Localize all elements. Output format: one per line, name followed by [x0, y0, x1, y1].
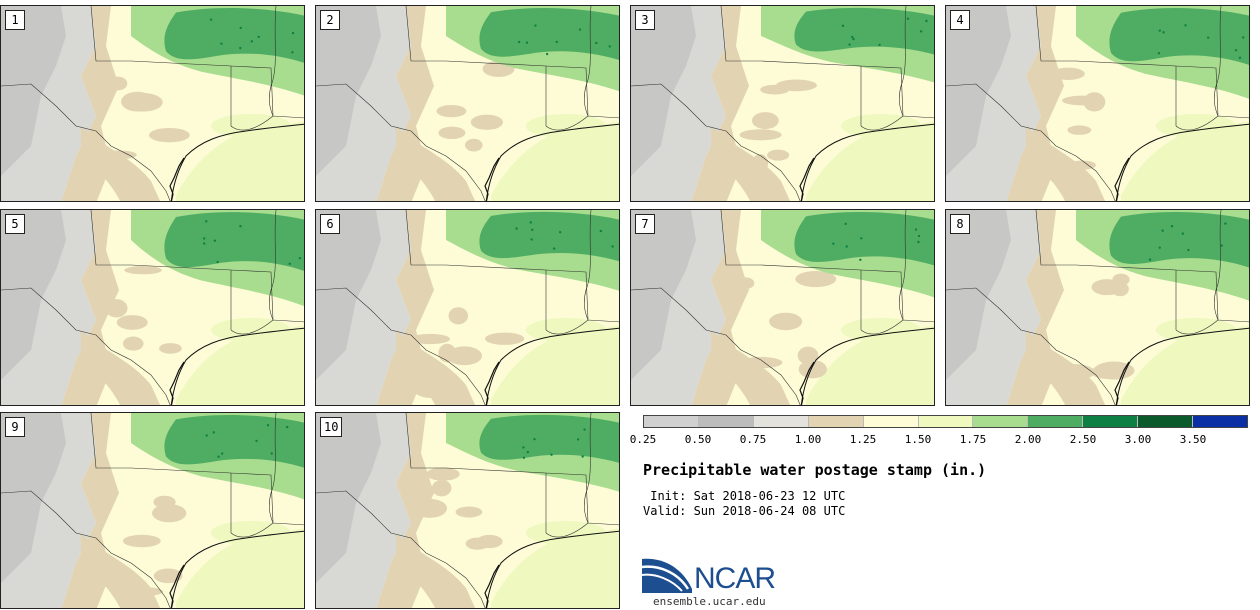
valid-time: Valid: Sun 2018-06-24 08 UTC: [643, 504, 846, 518]
init-time: Init: Sat 2018-06-23 12 UTC: [643, 489, 846, 503]
colorbar-tick-label: 0.50: [684, 433, 712, 446]
member-label: 10: [320, 417, 343, 437]
map-canvas: [946, 6, 1249, 201]
colorbar-swatch: [972, 416, 1028, 427]
map-canvas: [316, 6, 619, 201]
member-label: 6: [320, 214, 340, 234]
colorbar-swatch: [752, 416, 808, 427]
stamp-panel-7: 7: [630, 209, 935, 406]
colorbar-swatch: [697, 416, 753, 427]
member-label: 5: [5, 214, 25, 234]
stamp-panel-1: 1: [0, 5, 305, 202]
colorbar-swatch: [644, 416, 698, 427]
colorbar-swatch: [1192, 416, 1247, 427]
member-label: 9: [5, 417, 25, 437]
stamp-panel-9: 9: [0, 412, 305, 609]
colorbar-tick-label: 3.00: [1124, 433, 1152, 446]
colorbar-tick-label: 3.50: [1179, 433, 1207, 446]
site-url: ensemble.ucar.edu: [653, 595, 766, 608]
colorbar-swatch: [862, 416, 918, 427]
ncar-logo-icon: [642, 558, 692, 593]
logo-text: NCAR: [694, 562, 776, 595]
stamp-panel-4: 4: [945, 5, 1250, 202]
stamp-panel-8: 8: [945, 209, 1250, 406]
colorbar-tick-label: 2.00: [1014, 433, 1042, 446]
colorbar: [643, 415, 1248, 428]
colorbar-tick-label: 0.25: [629, 433, 657, 446]
map-canvas: [316, 413, 619, 608]
member-label: 2: [320, 10, 340, 30]
chart-title: Precipitable water postage stamp (in.): [643, 461, 987, 479]
map-canvas: [1, 413, 304, 608]
map-canvas: [1, 6, 304, 201]
member-label: 1: [5, 10, 25, 30]
colorbar-tick-label: 2.50: [1069, 433, 1097, 446]
member-label: 3: [635, 10, 655, 30]
colorbar-tick-label: 1.50: [904, 433, 932, 446]
colorbar-tick-label: 1.25: [849, 433, 877, 446]
map-canvas: [946, 210, 1249, 405]
map-canvas: [631, 6, 934, 201]
map-canvas: [1, 210, 304, 405]
colorbar-swatch: [1137, 416, 1193, 427]
stamp-panel-3: 3: [630, 5, 935, 202]
colorbar-tick-label: 1.75: [959, 433, 987, 446]
member-label: 7: [635, 214, 655, 234]
member-label: 8: [950, 214, 970, 234]
stamp-panel-10: 10: [315, 412, 620, 609]
colorbar-swatch: [1082, 416, 1138, 427]
map-canvas: [631, 210, 934, 405]
colorbar-swatch: [807, 416, 863, 427]
stamp-panel-2: 2: [315, 5, 620, 202]
member-label: 4: [950, 10, 970, 30]
map-canvas: [316, 210, 619, 405]
colorbar-tick-label: 1.00: [794, 433, 822, 446]
colorbar-swatch: [1027, 416, 1083, 427]
colorbar-swatch: [917, 416, 973, 427]
colorbar-tick-label: 0.75: [739, 433, 767, 446]
stamp-panel-5: 5: [0, 209, 305, 406]
stamp-panel-6: 6: [315, 209, 620, 406]
